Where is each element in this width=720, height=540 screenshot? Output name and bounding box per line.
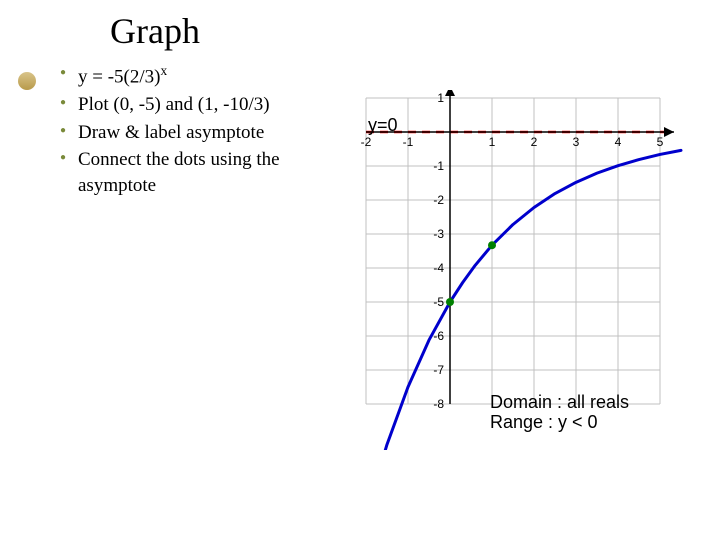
svg-text:1: 1 xyxy=(489,135,496,149)
svg-text:2: 2 xyxy=(531,135,538,149)
page-title: Graph xyxy=(110,10,200,52)
bullet-2: Plot (0, -5) and (1, -10/3) xyxy=(60,92,350,118)
accent-dot xyxy=(18,72,36,90)
svg-text:-2: -2 xyxy=(361,135,372,149)
bullet-1-text: y = -5(2/3) xyxy=(78,66,160,87)
asymptote-label: y=0 xyxy=(368,115,398,136)
chart-container: y=0 -2-1123451-1-2-3-4-5-6-7-8 Domain : … xyxy=(360,90,700,470)
svg-text:-5: -5 xyxy=(433,295,444,309)
bullet-1-exp: x xyxy=(160,63,167,78)
svg-text:-7: -7 xyxy=(433,363,444,377)
svg-text:4: 4 xyxy=(615,135,622,149)
svg-text:5: 5 xyxy=(657,135,664,149)
domain-text: Domain : all reals xyxy=(490,392,629,413)
range-text: Range : y < 0 xyxy=(490,412,598,433)
svg-text:-2: -2 xyxy=(433,193,444,207)
svg-text:-1: -1 xyxy=(433,159,444,173)
bullet-4: Connect the dots using the asymptote xyxy=(60,147,350,198)
bullet-3: Draw & label asymptote xyxy=(60,120,350,146)
svg-text:-8: -8 xyxy=(433,397,444,411)
svg-text:-1: -1 xyxy=(403,135,414,149)
bullet-1: y = -5(2/3)x xyxy=(60,62,350,90)
bullet-list: y = -5(2/3)x Plot (0, -5) and (1, -10/3)… xyxy=(60,62,350,201)
svg-text:3: 3 xyxy=(573,135,580,149)
svg-text:1: 1 xyxy=(437,91,444,105)
svg-text:-3: -3 xyxy=(433,227,444,241)
svg-text:-4: -4 xyxy=(433,261,444,275)
